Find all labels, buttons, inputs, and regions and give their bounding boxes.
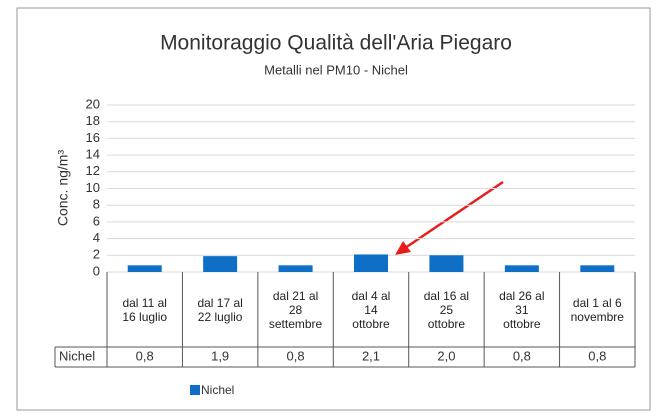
y-tick-label: 16 bbox=[86, 130, 100, 145]
y-axis-label: Conc. ng/m³ bbox=[55, 150, 71, 227]
x-tick-label: dal 1 al 6 novembre bbox=[570, 295, 624, 324]
y-tick-label: 8 bbox=[93, 197, 100, 212]
bar bbox=[203, 256, 238, 272]
legend-label: Nichel bbox=[201, 383, 234, 397]
y-tick-label: 18 bbox=[86, 113, 100, 128]
table-row-header: Nichel bbox=[59, 348, 95, 363]
y-tick-label: 14 bbox=[86, 147, 100, 162]
x-tick-label-box: dal 26 al 31 ottobre bbox=[499, 288, 545, 331]
y-tick-label: 10 bbox=[86, 180, 100, 195]
x-tick-label-box: dal 16 al 25 ottobre bbox=[423, 288, 470, 331]
y-tick-label: 2 bbox=[93, 247, 100, 262]
data-label: 1,9 bbox=[211, 348, 229, 363]
arrow-line bbox=[404, 180, 504, 250]
y-tick-label: 6 bbox=[93, 213, 100, 228]
y-tick-label: 4 bbox=[93, 230, 100, 245]
x-tick-label-box: dal 11 al 16 luglio bbox=[122, 295, 168, 324]
annotation-arrow bbox=[395, 180, 504, 255]
x-tick-label: dal 17 al 22 luglio bbox=[197, 295, 243, 324]
arrow-head bbox=[395, 241, 411, 255]
bar bbox=[354, 254, 388, 272]
data-label: 0,8 bbox=[136, 348, 154, 363]
x-tick-label: dal 21 al 28 settembre bbox=[268, 288, 323, 331]
bar bbox=[278, 265, 313, 272]
bar bbox=[580, 265, 615, 272]
y-tick-label: 12 bbox=[86, 163, 100, 178]
x-tick-label: dal 4 al 14 ottobre bbox=[351, 288, 391, 331]
chart-subtitle: Metalli nel PM10 - Nichel bbox=[264, 62, 408, 77]
x-tick-label: dal 11 al 16 luglio bbox=[122, 295, 168, 324]
y-tick-label: 0 bbox=[93, 263, 100, 278]
data-label: 2,0 bbox=[437, 348, 455, 363]
x-tick-label: dal 16 al 25 ottobre bbox=[423, 288, 470, 331]
y-tick-label: 20 bbox=[86, 96, 100, 111]
data-label: 0,8 bbox=[287, 348, 305, 363]
bar bbox=[127, 265, 162, 272]
data-label: 0,8 bbox=[588, 348, 606, 363]
x-tick-label: dal 26 al 31 ottobre bbox=[499, 288, 545, 331]
x-tick-label-box: dal 21 al 28 settembre bbox=[268, 288, 323, 331]
x-tick-label-box: dal 17 al 22 luglio bbox=[197, 295, 243, 324]
bar bbox=[429, 255, 464, 272]
x-tick-label-box: dal 4 al 14 ottobre bbox=[351, 288, 391, 331]
bar bbox=[504, 265, 539, 272]
data-label: 0,8 bbox=[513, 348, 531, 363]
legend-swatch bbox=[190, 385, 200, 395]
data-label: 2,1 bbox=[362, 348, 380, 363]
chart-title: Monitoraggio Qualità dell'Aria Piegaro bbox=[160, 32, 512, 55]
x-tick-label-box: dal 1 al 6 novembre bbox=[570, 295, 624, 324]
